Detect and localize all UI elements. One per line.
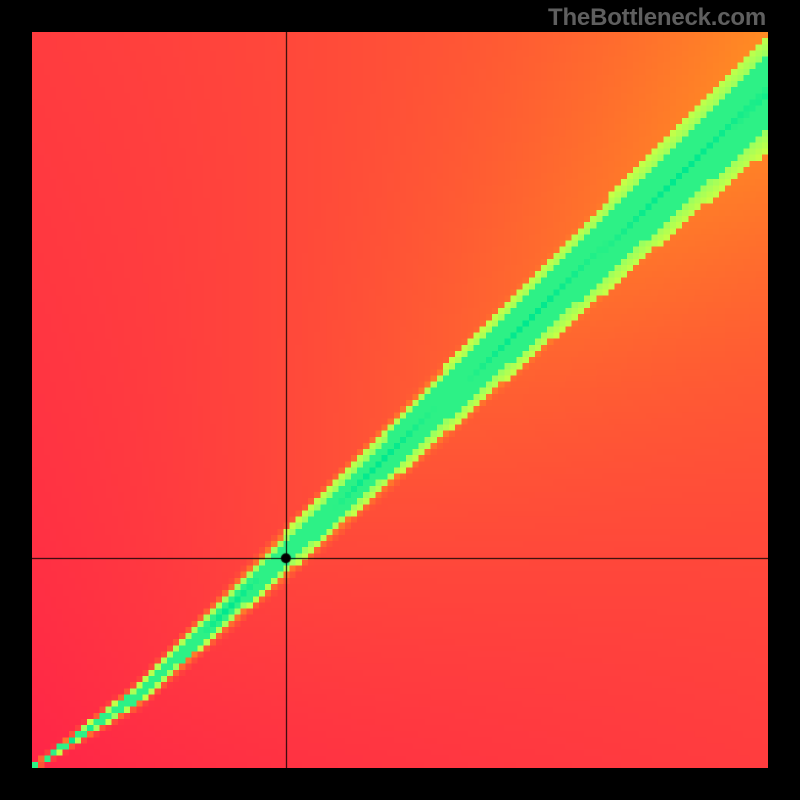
crosshair-overlay [32, 32, 768, 768]
watermark-text: TheBottleneck.com [548, 4, 766, 32]
